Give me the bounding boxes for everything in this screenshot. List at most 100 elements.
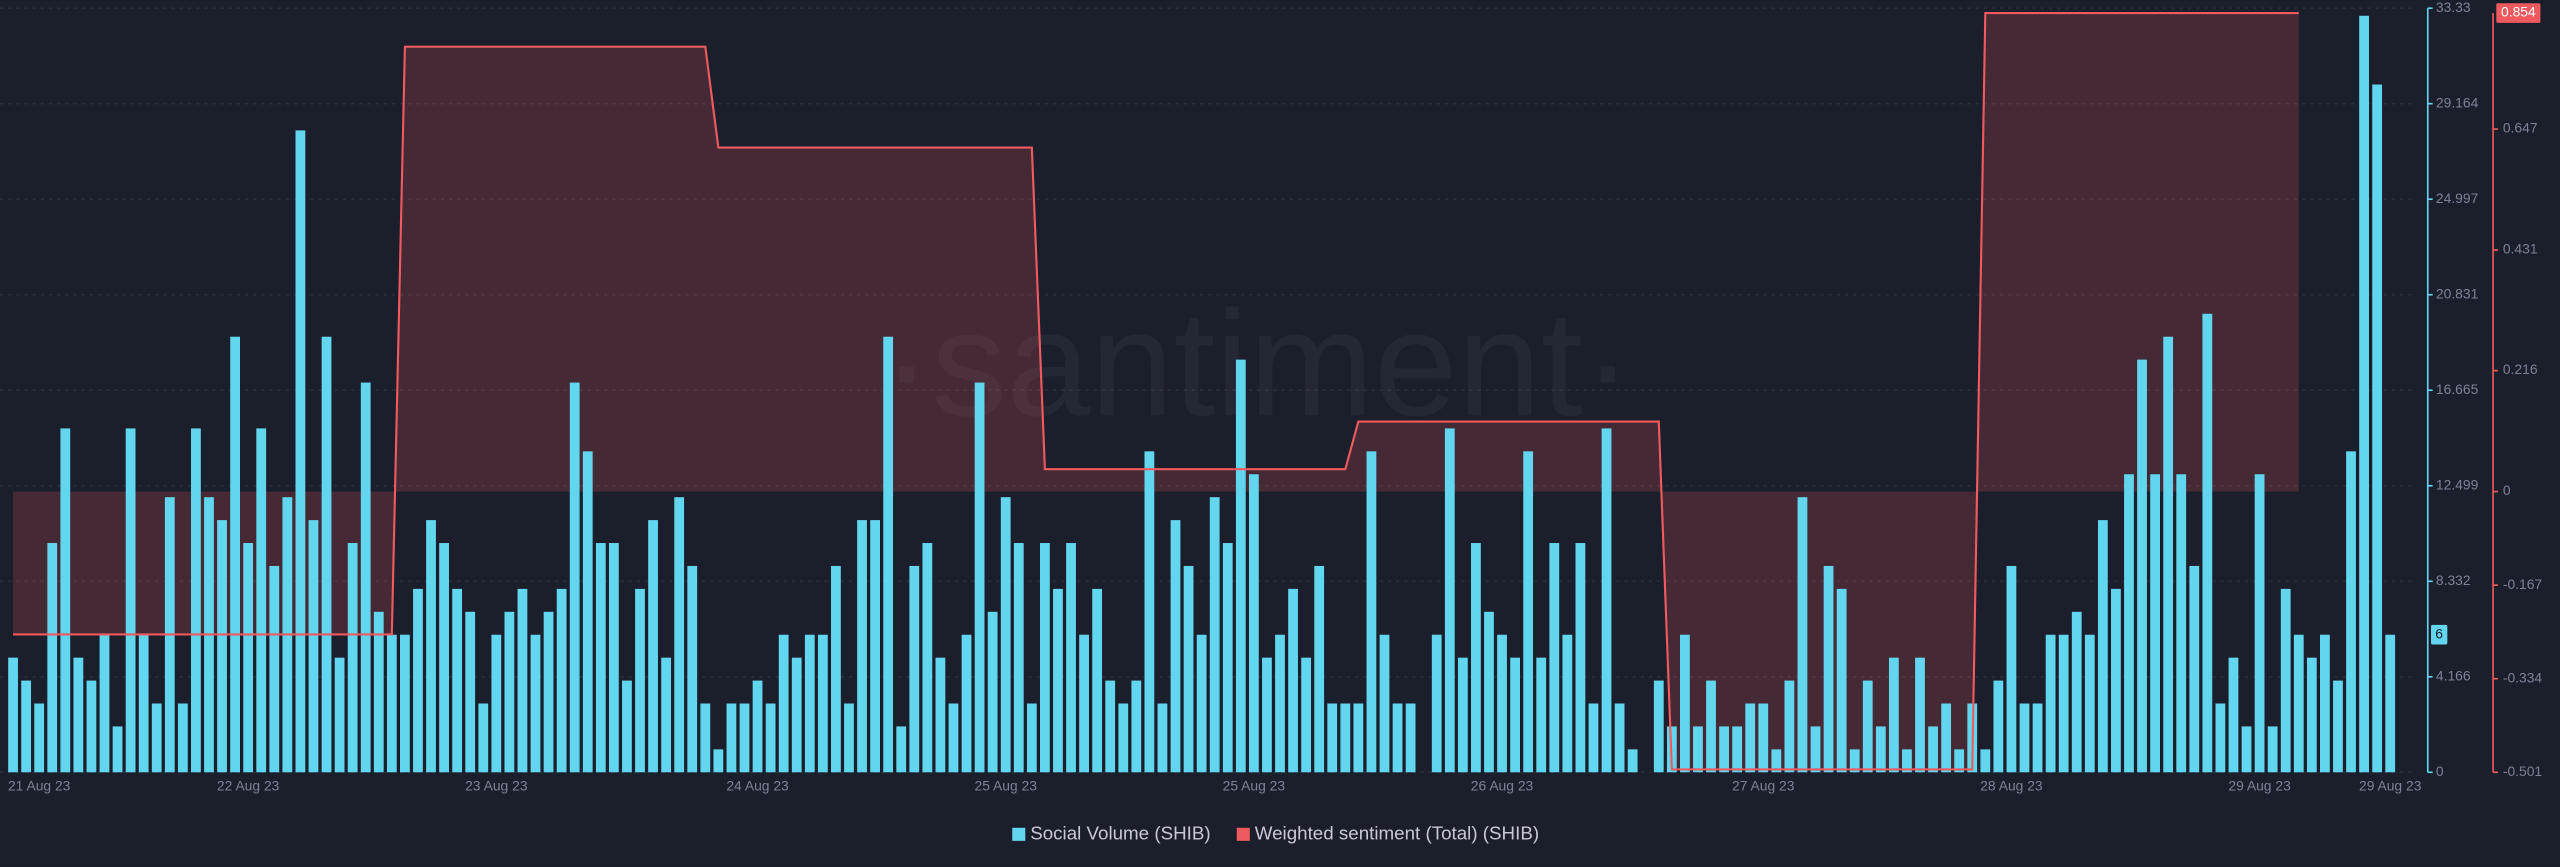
x-tick-label: 28 Aug 23 [1980, 778, 2043, 794]
bar [73, 657, 84, 773]
bar [791, 657, 802, 773]
bar [112, 726, 123, 773]
y-tick-label: 20.831 [2436, 285, 2479, 301]
bar [1758, 703, 1769, 773]
bar [1262, 657, 1272, 773]
bar [8, 657, 18, 773]
x-tick-label: 27 Aug 23 [1732, 778, 1795, 794]
legend-swatch [1236, 827, 1250, 841]
bar [739, 703, 750, 773]
bar [1013, 543, 1024, 773]
bar [1209, 497, 1220, 773]
bar [269, 565, 280, 773]
bar [1275, 634, 1285, 773]
bar [2320, 634, 2330, 773]
bar [556, 588, 567, 773]
bar [2176, 474, 2187, 773]
bar [1888, 657, 1899, 773]
bar [857, 520, 867, 773]
sentiment-line [13, 12, 2299, 771]
y2-tick-label: 0.431 [2503, 241, 2538, 257]
x-tick-label: 25 Aug 23 [974, 778, 1037, 794]
x-tick-label: 25 Aug 23 [1223, 778, 1286, 794]
bar [1379, 634, 1390, 773]
bar [2189, 565, 2200, 773]
bar [334, 657, 345, 773]
x-tick-label: 29 Aug 23 [2359, 778, 2422, 794]
bar [99, 634, 110, 773]
x-tick-label: 26 Aug 23 [1471, 778, 1534, 794]
bar [308, 520, 319, 773]
bar [1327, 703, 1338, 773]
bar [922, 543, 933, 773]
bar [713, 749, 724, 773]
bar [661, 657, 672, 773]
y-tick-label: 8.332 [2436, 572, 2471, 588]
bar [1196, 634, 1207, 773]
bar [674, 497, 685, 773]
legend-item[interactable]: Social Volume (SHIB) [1012, 822, 1211, 843]
bar [1862, 680, 1873, 773]
bar [1484, 611, 1494, 773]
bar [1562, 634, 1573, 773]
bar [974, 382, 985, 773]
bar [2385, 634, 2396, 773]
bar [1849, 749, 1860, 773]
x-tick-label: 22 Aug 23 [217, 778, 280, 794]
y-tick-label: 29.164 [2436, 94, 2479, 110]
bar [569, 382, 580, 773]
bar [1980, 749, 1991, 773]
bar [1066, 543, 1076, 773]
area-layer [13, 13, 2299, 770]
value-badge-label: 6 [2435, 625, 2443, 641]
legend-item[interactable]: Weighted sentiment (Total) (SHIB) [1236, 822, 1539, 843]
y2-tick-label: 0.647 [2503, 120, 2538, 136]
bar [86, 680, 97, 773]
bar [1340, 703, 1351, 773]
y2-tick-label: -0.501 [2503, 763, 2543, 779]
value-badge [2431, 624, 2448, 645]
bar [987, 611, 998, 773]
bar [883, 336, 894, 773]
bar [1222, 543, 1233, 773]
bar [2359, 15, 2369, 773]
line-layer [13, 12, 2299, 771]
bar [21, 680, 32, 773]
bar [138, 634, 149, 773]
bar [1092, 588, 1103, 773]
x-tick-label: 24 Aug 23 [726, 778, 789, 794]
bar [34, 703, 45, 773]
bar [177, 703, 188, 773]
bar [1288, 588, 1298, 773]
bar [400, 634, 410, 773]
bar [687, 565, 698, 773]
bar [47, 543, 58, 773]
bar [726, 703, 737, 773]
bar [465, 611, 476, 773]
value-badge [2496, 3, 2541, 23]
bar [1549, 543, 1560, 773]
bar [1183, 565, 1194, 773]
bar [543, 611, 554, 773]
bar [1954, 749, 1965, 773]
bar [1314, 565, 1325, 773]
bar [622, 680, 632, 773]
bar [439, 543, 449, 773]
bar [1053, 588, 1063, 773]
bar [1510, 657, 1520, 773]
bar [1941, 703, 1952, 773]
bar [1366, 451, 1377, 773]
bar [1745, 703, 1756, 773]
bar [804, 634, 815, 773]
bar [386, 634, 397, 773]
bar [413, 588, 423, 773]
bar [230, 336, 240, 773]
bar [1079, 634, 1089, 773]
bar [491, 634, 502, 773]
bar [426, 520, 436, 773]
bar [778, 634, 789, 773]
bar [217, 520, 227, 773]
bar [1353, 703, 1364, 773]
